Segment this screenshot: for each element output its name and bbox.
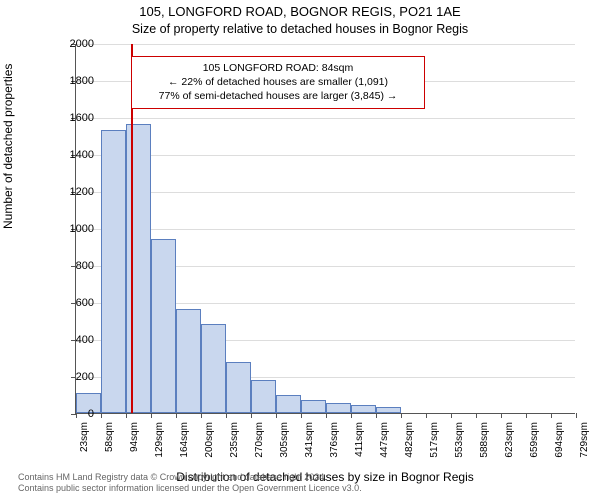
xtick-label: 23sqm — [79, 422, 90, 472]
xtick-mark — [176, 413, 177, 418]
xtick-label: 623sqm — [504, 422, 515, 472]
xtick-mark — [451, 413, 452, 418]
xtick-label: 129sqm — [154, 422, 165, 472]
ytick-label: 800 — [44, 260, 94, 272]
y-axis-label: Number of detached properties — [1, 64, 15, 229]
annotation-line: 105 LONGFORD ROAD: 84sqm — [138, 61, 418, 75]
xtick-label: 200sqm — [204, 422, 215, 472]
plot-area: 105 LONGFORD ROAD: 84sqm← 22% of detache… — [75, 44, 575, 414]
xtick-label: 58sqm — [104, 422, 115, 472]
xtick-mark — [276, 413, 277, 418]
xtick-mark — [501, 413, 502, 418]
xtick-label: 270sqm — [254, 422, 265, 472]
xtick-mark — [526, 413, 527, 418]
ytick-label: 200 — [44, 371, 94, 383]
ytick-label: 1200 — [44, 186, 94, 198]
xtick-label: 517sqm — [429, 422, 440, 472]
xtick-mark — [101, 413, 102, 418]
title-sub: Size of property relative to detached ho… — [0, 22, 600, 36]
histogram-bar — [326, 403, 351, 413]
xtick-mark — [401, 413, 402, 418]
gridline — [76, 44, 575, 45]
xtick-mark — [226, 413, 227, 418]
xtick-mark — [126, 413, 127, 418]
ytick-label: 600 — [44, 297, 94, 309]
xtick-label: 659sqm — [529, 422, 540, 472]
gridline — [76, 118, 575, 119]
histogram-bar — [226, 362, 251, 413]
annotation-line: ← 22% of detached houses are smaller (1,… — [138, 75, 418, 89]
ytick-label: 1800 — [44, 75, 94, 87]
xtick-mark — [151, 413, 152, 418]
xtick-label: 694sqm — [554, 422, 565, 472]
xtick-mark — [326, 413, 327, 418]
footer-line-2: Contains public sector information licen… — [18, 483, 362, 494]
xtick-label: 164sqm — [179, 422, 190, 472]
xtick-mark — [476, 413, 477, 418]
xtick-label: 553sqm — [454, 422, 465, 472]
xtick-label: 729sqm — [579, 422, 590, 472]
histogram-bar — [101, 130, 126, 413]
histogram-bar — [276, 395, 301, 414]
xtick-mark — [251, 413, 252, 418]
histogram-bar — [351, 405, 376, 413]
histogram-bar — [251, 380, 276, 413]
xtick-mark — [576, 413, 577, 418]
ytick-label: 400 — [44, 334, 94, 346]
ytick-label: 1000 — [44, 223, 94, 235]
xtick-mark — [351, 413, 352, 418]
chart-root: 105, LONGFORD ROAD, BOGNOR REGIS, PO21 1… — [0, 0, 600, 500]
xtick-label: 341sqm — [304, 422, 315, 472]
histogram-bar — [201, 324, 226, 413]
ytick-label: 0 — [44, 408, 94, 420]
xtick-label: 588sqm — [479, 422, 490, 472]
ytick-label: 1400 — [44, 149, 94, 161]
annotation-line: 77% of semi-detached houses are larger (… — [138, 89, 418, 103]
xtick-label: 94sqm — [129, 422, 140, 472]
xtick-label: 447sqm — [379, 422, 390, 472]
xtick-label: 305sqm — [279, 422, 290, 472]
xtick-mark — [551, 413, 552, 418]
footer: Contains HM Land Registry data © Crown c… — [18, 472, 362, 495]
annotation-box: 105 LONGFORD ROAD: 84sqm← 22% of detache… — [131, 56, 425, 109]
histogram-bar — [301, 400, 326, 413]
histogram-bar — [151, 239, 176, 413]
histogram-bar — [176, 309, 201, 413]
xtick-mark — [426, 413, 427, 418]
xtick-mark — [301, 413, 302, 418]
histogram-bar — [376, 407, 401, 413]
footer-line-1: Contains HM Land Registry data © Crown c… — [18, 472, 362, 483]
ytick-label: 1600 — [44, 112, 94, 124]
xtick-label: 235sqm — [229, 422, 240, 472]
xtick-label: 376sqm — [329, 422, 340, 472]
xtick-label: 482sqm — [404, 422, 415, 472]
title-main: 105, LONGFORD ROAD, BOGNOR REGIS, PO21 1… — [0, 4, 600, 19]
xtick-mark — [201, 413, 202, 418]
xtick-mark — [376, 413, 377, 418]
ytick-label: 2000 — [44, 38, 94, 50]
xtick-label: 411sqm — [354, 422, 365, 472]
